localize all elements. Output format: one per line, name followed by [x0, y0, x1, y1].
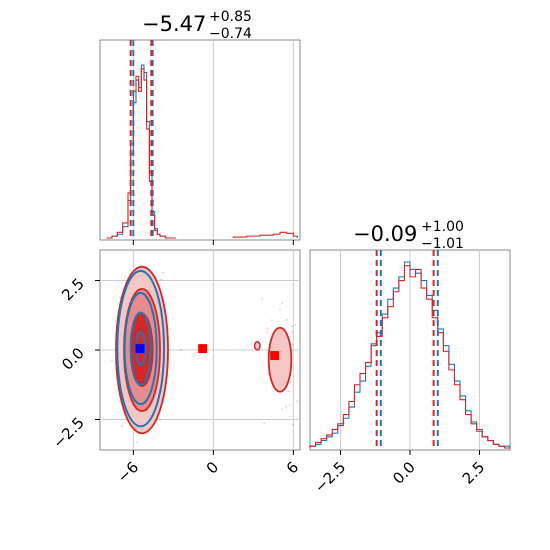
marginal-2-xtick-label-0: −2.5 — [311, 458, 349, 496]
joint-scatter-point — [281, 408, 283, 411]
joint-scatter-point — [291, 330, 293, 333]
joint-blue-contour-0 — [116, 269, 166, 428]
joint-scatter-point — [119, 296, 121, 299]
marginal-1-histograms — [106, 64, 298, 239]
joint-xtick-label-2: 6 — [283, 458, 302, 477]
joint-scatter-point — [263, 422, 265, 425]
joint-ticks: −6 0 6 −2.5 0.0 2.5 — [49, 275, 302, 487]
marginal-2-title-lower: −1.01 — [421, 236, 464, 252]
panel-marginal-2: −0.09 +1.00 −1.01 −2.5 0.0 2.5 — [309, 219, 511, 497]
joint-scatter-point — [291, 325, 293, 328]
marginal-1-series-1 — [106, 68, 176, 239]
marginal-1-title-value: −5.47 — [142, 12, 206, 36]
joint-scatter-point — [285, 406, 287, 408]
marginal-1-grid — [132, 40, 294, 240]
joint-scatter-point — [289, 381, 292, 383]
joint-scatter-point — [266, 331, 269, 333]
marginal-1-frame — [99, 39, 301, 241]
joint-scatter-point — [277, 320, 279, 323]
joint-blue-contour-2 — [129, 311, 152, 386]
joint-blue-contour-1 — [123, 292, 158, 406]
joint-scatter-point — [291, 343, 294, 346]
marginal-2-grid — [340, 250, 480, 450]
marginal-2-xtick-label-1: 0.0 — [389, 458, 419, 488]
joint-xtick-label-1: 0 — [203, 458, 222, 477]
marginal-1-quantile-lines — [129, 40, 154, 240]
joint-marker-1 — [198, 344, 208, 354]
joint-scatter-point — [286, 319, 288, 321]
marginal-2-series-1 — [309, 265, 510, 449]
joint-ytick-label-0: −2.5 — [49, 414, 87, 452]
joint-marker-2 — [270, 351, 280, 361]
marginal-2-title-value: −0.09 — [353, 222, 417, 246]
joint-scatter-point — [261, 298, 264, 300]
joint-scatter-point — [111, 359, 113, 361]
joint-scatter-point — [289, 415, 292, 417]
joint-scatter-point — [281, 302, 284, 305]
joint-scatter-point — [292, 423, 294, 426]
joint-ytick-label-1: 0.0 — [58, 344, 88, 374]
panel-joint: −6 0 6 −2.5 0.0 2.5 — [49, 249, 302, 487]
joint-scatter-point — [291, 349, 294, 352]
joint-scatter-point — [160, 278, 163, 281]
marginal-2-histograms — [309, 261, 511, 449]
marginal-2-title-upper: +1.00 — [421, 219, 464, 235]
marginal-1-red-tail — [232, 231, 298, 238]
joint-scatter-point — [279, 308, 281, 311]
marginal-2-xtick-label-2: 2.5 — [459, 458, 489, 488]
joint-red-island — [267, 326, 293, 393]
joint-scatter-point — [294, 323, 297, 326]
marginal-1-title-lower: −0.74 — [209, 26, 252, 42]
joint-truth-markers — [135, 344, 280, 361]
joint-xtick-label-0: −6 — [114, 458, 142, 486]
joint-scatter-point — [296, 400, 299, 402]
panel-marginal-1: −5.47 +0.85 −0.74 — [99, 9, 301, 245]
joint-scatter-point — [288, 390, 290, 393]
marginal-1-title-upper: +0.85 — [209, 9, 252, 25]
marginal-2-quantile-lines — [375, 250, 439, 450]
joint-ytick-label-2: 2.5 — [58, 275, 88, 305]
marginal-2-series-0 — [309, 261, 511, 448]
joint-scatter-point — [136, 441, 139, 444]
joint-scatter-point — [159, 418, 161, 421]
joint-scatter-point — [162, 272, 165, 274]
joint-scatter-point — [266, 327, 269, 330]
joint-marker-0 — [135, 344, 145, 354]
joint-scatter-point — [120, 424, 123, 427]
joint-scatter-point — [180, 348, 182, 351]
marginal-1-ticks — [132, 240, 294, 245]
joint-scatter-point — [271, 319, 273, 321]
marginal-2-ticks: −2.5 0.0 2.5 — [311, 450, 488, 497]
joint-red-island-small — [253, 340, 261, 351]
joint-scatter-point — [288, 404, 291, 407]
